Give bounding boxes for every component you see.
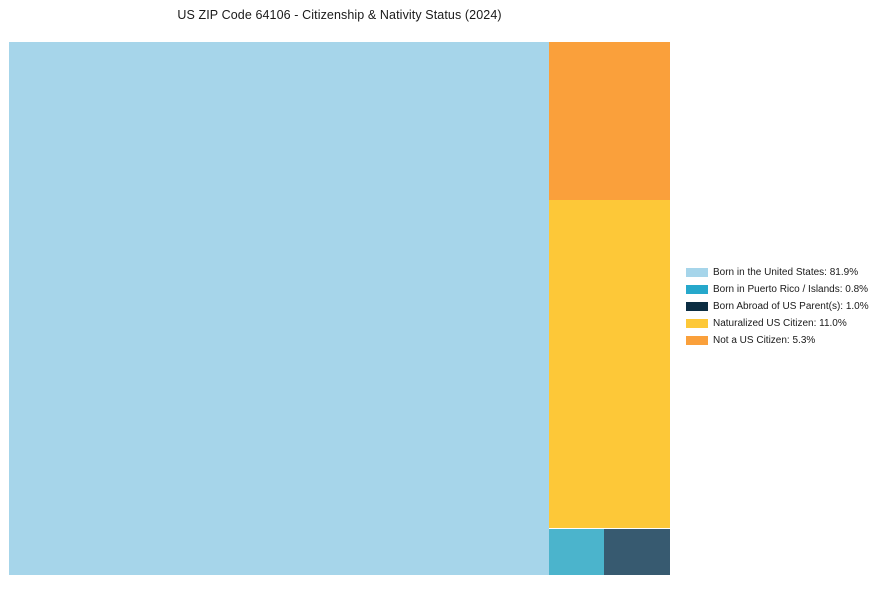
legend-item-label: Not a US Citizen: 5.3% <box>713 335 816 346</box>
legend-swatch-icon <box>686 302 708 311</box>
legend-swatch-icon <box>686 268 708 277</box>
legend-swatch-icon <box>686 285 708 294</box>
legend-item-born-abroad-of-us-parents[interactable]: Born Abroad of US Parent(s): 1.0% <box>686 298 881 315</box>
treemap-tile-born-in-the-united-states[interactable] <box>9 42 549 575</box>
legend-item-born-in-the-united-states[interactable]: Born in the United States: 81.9% <box>686 264 881 281</box>
treemap-tile-naturalized-us-citizen[interactable] <box>549 200 670 528</box>
legend-item-label: Born in the United States: 81.9% <box>713 267 859 278</box>
legend-item-label: Born in Puerto Rico / Islands: 0.8% <box>713 284 869 295</box>
legend-swatch-icon <box>686 336 708 345</box>
treemap-plot-area <box>9 42 670 575</box>
chart-title: US ZIP Code 64106 - Citizenship & Nativi… <box>177 8 502 22</box>
legend-item-label: Born Abroad of US Parent(s): 1.0% <box>713 301 869 312</box>
treemap-tile-born-abroad-of-us-parents[interactable] <box>604 529 670 575</box>
legend-item-label: Naturalized US Citizen: 11.0% <box>713 318 847 329</box>
legend-item-not-a-us-citizen[interactable]: Not a US Citizen: 5.3% <box>686 332 881 349</box>
legend-item-naturalized-us-citizen[interactable]: Naturalized US Citizen: 11.0% <box>686 315 881 332</box>
treemap-tile-born-in-puerto-rico-islands[interactable] <box>549 529 604 575</box>
treemap-tile-not-a-us-citizen[interactable] <box>549 42 670 200</box>
legend-item-born-in-puerto-rico-islands[interactable]: Born in Puerto Rico / Islands: 0.8% <box>686 281 881 298</box>
chart-legend: Born in the United States: 81.9% Born in… <box>686 264 881 349</box>
legend-swatch-icon <box>686 319 708 328</box>
